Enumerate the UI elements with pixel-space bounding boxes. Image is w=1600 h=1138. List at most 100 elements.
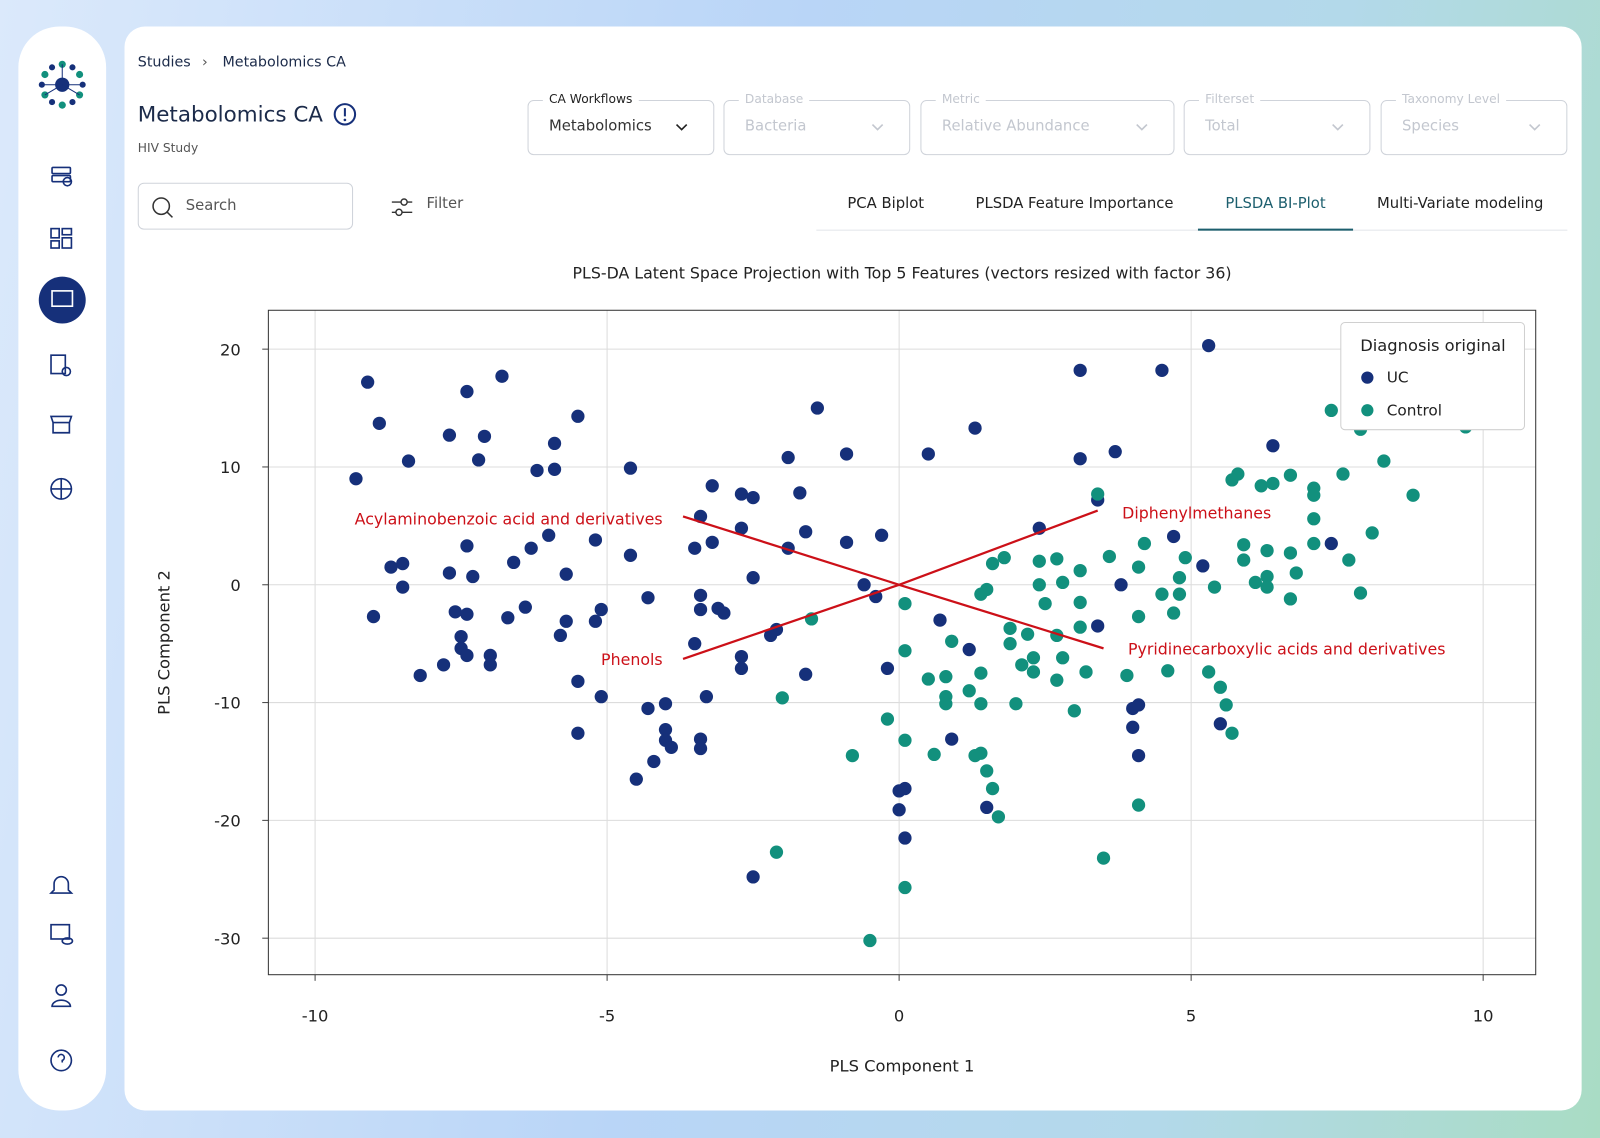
scatter-point <box>1026 651 1041 665</box>
dropdown[interactable]: CA Workflows Metabolomics <box>527 91 715 156</box>
feature-label: Pyridinecarboxylic acids and derivatives <box>1128 639 1445 658</box>
scatter-point <box>880 712 895 726</box>
search-box[interactable]: Search <box>137 182 354 230</box>
scatter-point <box>594 690 608 704</box>
dropdown-value: Relative Abundance <box>941 118 1090 135</box>
scatter-point <box>384 560 398 574</box>
active-nav[interactable] <box>38 276 86 324</box>
scatter-point <box>1155 363 1169 377</box>
scatter-point <box>1254 479 1268 493</box>
scatter-point <box>939 697 953 711</box>
scatter-point <box>898 781 912 796</box>
scatter-point <box>1131 609 1146 624</box>
tab-underline <box>1197 228 1354 231</box>
dropdown-value: Metabolomics <box>548 118 652 135</box>
sidebar <box>18 26 107 1111</box>
scatter-point <box>1073 595 1087 610</box>
filter-icon[interactable] <box>391 196 413 218</box>
scatter-point <box>1260 569 1274 584</box>
scatter-point <box>1131 798 1146 812</box>
scatter-point <box>571 409 585 423</box>
x-tick-label: 5 <box>1186 1007 1196 1026</box>
scatter-point <box>658 697 673 711</box>
feature-vector <box>898 583 1104 650</box>
scatter-point <box>1020 627 1035 641</box>
scatter-point <box>1073 620 1087 634</box>
scatter-point <box>734 521 749 535</box>
dropdown-label: Filterset <box>1198 91 1261 107</box>
scatter-point <box>1032 578 1046 592</box>
scatter-point <box>641 591 655 605</box>
scatter-point <box>898 880 912 895</box>
tab[interactable]: PCA Biplot <box>847 195 925 213</box>
nav-icons[interactable] <box>49 166 74 1072</box>
scatter-point <box>793 486 807 500</box>
x-axis-label: PLS Component 1 <box>830 1057 975 1076</box>
scatter-point <box>542 528 556 542</box>
tab[interactable]: PLSDA Feature Importance <box>975 195 1174 213</box>
y-tick-label: -10 <box>214 694 241 713</box>
scatter-point <box>980 582 994 597</box>
filter-button[interactable]: Filter <box>426 195 464 213</box>
scatter-point <box>366 609 381 624</box>
scatter-point <box>588 533 603 547</box>
scatter-point <box>734 661 749 676</box>
scatter-point <box>734 649 749 664</box>
legend-title: Diagnosis original <box>1360 336 1505 355</box>
breadcrumb-link[interactable]: Studies <box>137 54 191 71</box>
scatter-point <box>1050 552 1064 566</box>
sidebar-icons <box>38 60 86 1072</box>
scatter-point <box>1003 637 1017 651</box>
scatter-point <box>1336 467 1350 481</box>
x-tick-label: 0 <box>894 1007 904 1026</box>
scatter-point <box>693 588 708 602</box>
legend-label: Control <box>1387 401 1442 419</box>
scatter-point <box>553 628 568 643</box>
scatter-point <box>1202 338 1216 353</box>
scatter-point <box>799 667 813 681</box>
scatter-point <box>460 648 474 663</box>
dropdown-label: Metric <box>935 91 987 107</box>
scatter-point <box>1365 526 1379 540</box>
scatter-point <box>1073 563 1087 578</box>
scatter-point <box>1342 553 1356 567</box>
scatter-point <box>495 369 509 383</box>
main-panel <box>124 26 1582 1111</box>
scatter-point <box>898 644 912 658</box>
scatter-point <box>1219 698 1233 712</box>
scatter-point <box>658 723 673 737</box>
scatter-point <box>559 567 573 581</box>
scatter-point <box>746 571 760 585</box>
scatter-point <box>1225 473 1239 487</box>
scatter-point <box>507 555 521 570</box>
scatter-point <box>933 613 947 627</box>
scatter-point <box>594 602 608 617</box>
scatter-point <box>647 754 661 769</box>
scatter-point <box>781 450 795 465</box>
scatter-point <box>1038 596 1052 611</box>
scatter-point <box>571 726 585 740</box>
scatter-point <box>460 384 474 399</box>
x-tick-label: -10 <box>302 1007 329 1026</box>
scatter-point <box>396 556 410 571</box>
tab[interactable]: PLSDA BI-Plot <box>1225 195 1326 213</box>
scatter-point <box>898 831 912 845</box>
chart-title: PLS-DA Latent Space Projection with Top … <box>573 264 1232 283</box>
scatter-point <box>524 541 538 555</box>
search-icon <box>152 197 173 218</box>
scatter-point <box>734 487 749 501</box>
legend-label: UC <box>1387 369 1409 387</box>
scatter-point <box>1079 665 1093 679</box>
scatter-point <box>1307 512 1321 526</box>
y-axis-label: PLS Component 2 <box>154 570 173 715</box>
scatter-point <box>962 684 976 698</box>
breadcrumb-current: Metabolomics CA <box>222 54 346 71</box>
scatter-point <box>945 634 959 648</box>
scatter-point <box>699 690 714 704</box>
scatter-point <box>874 528 889 542</box>
tab[interactable]: Multi-Variate modeling <box>1376 195 1544 213</box>
scatter-point <box>898 596 912 611</box>
scatter-point <box>985 781 1000 796</box>
info-icon[interactable] <box>333 102 357 126</box>
